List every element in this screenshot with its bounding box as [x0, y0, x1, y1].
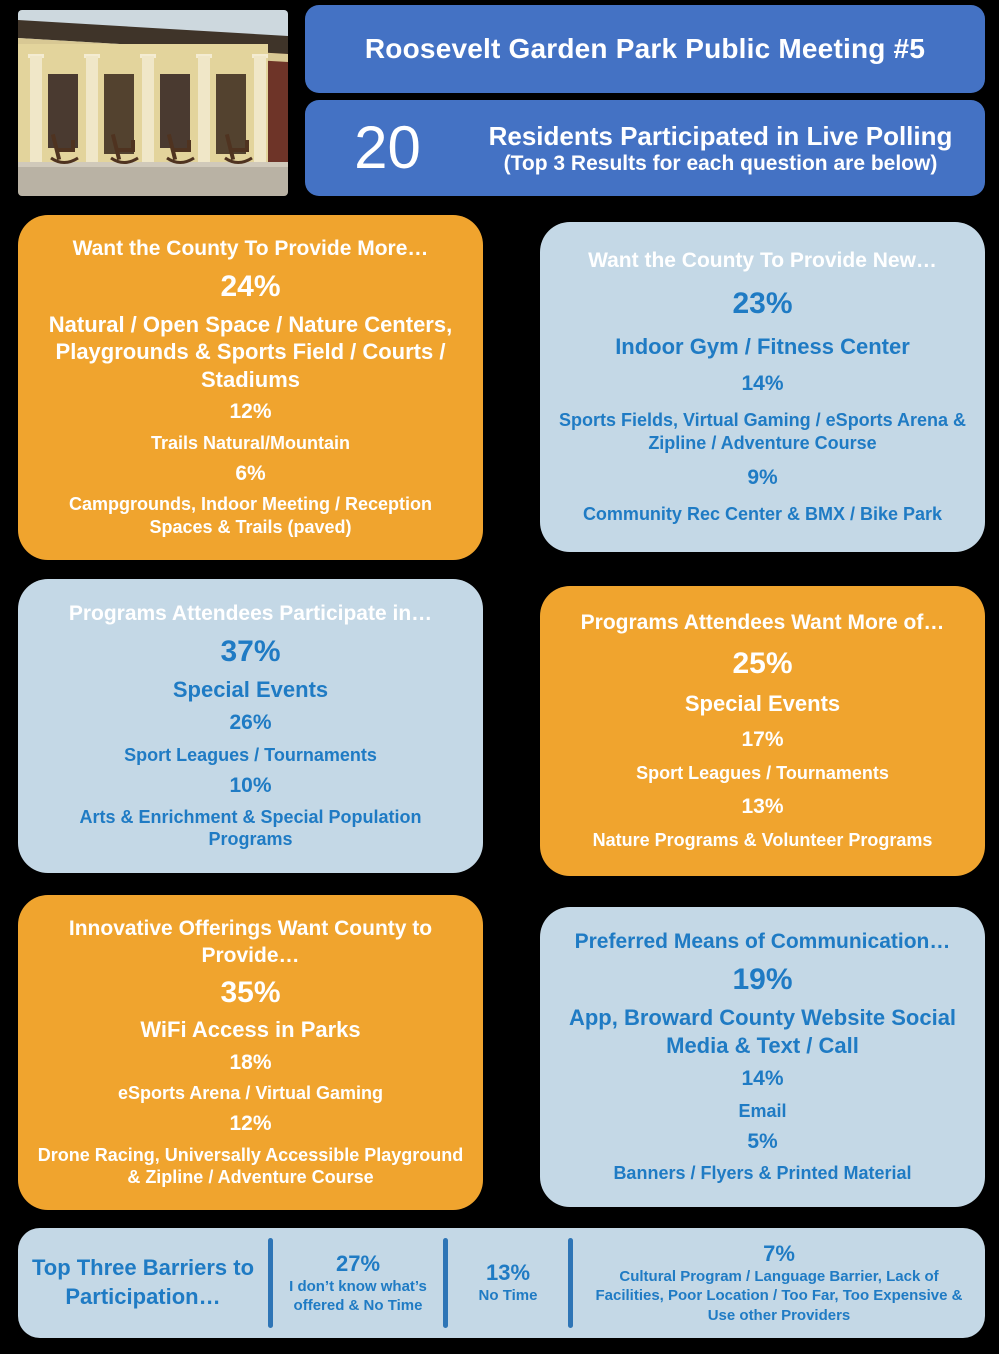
- card-programs-participate: Programs Attendees Participate in… 37% S…: [18, 579, 483, 873]
- second-answer: Email: [738, 1100, 787, 1121]
- top-answer: Special Events: [684, 690, 841, 716]
- third-answer: Banners / Flyers & Printed Material: [613, 1163, 912, 1184]
- card-title: Preferred Means of Communication…: [574, 930, 951, 954]
- participation-line2: (Top 3 Results for each question are bel…: [503, 151, 938, 175]
- card-preferred-communication: Preferred Means of Communication… 19% Ap…: [540, 907, 985, 1207]
- second-answer: Sport Leagues / Tournaments: [124, 744, 377, 765]
- top-answer: Indoor Gym / Fitness Center: [615, 333, 910, 359]
- barrier-item: 13% No Time: [448, 1260, 568, 1306]
- second-answer: Trails Natural/Mountain: [150, 433, 351, 453]
- divider: [268, 1238, 273, 1328]
- second-answer: Sport Leagues / Tournaments: [636, 763, 889, 784]
- third-percentage: 6%: [235, 461, 266, 485]
- park-photo: [18, 10, 288, 196]
- top-percentage: 23%: [732, 287, 793, 321]
- page-title: Roosevelt Garden Park Public Meeting #5: [364, 33, 926, 64]
- second-answer: eSports Arena / Virtual Gaming: [117, 1083, 384, 1104]
- barrier-item: 27% I don’t know what’s offered & No Tim…: [273, 1251, 443, 1316]
- top-percentage: 25%: [732, 646, 793, 680]
- divider: [568, 1238, 573, 1328]
- barrier-percentage: 13%: [485, 1260, 531, 1286]
- top-percentage: 35%: [220, 976, 281, 1010]
- second-answer: Sports Fields, Virtual Gaming / eSports …: [558, 410, 967, 453]
- poll-cards-grid: Want the County To Provide More… 24% Nat…: [18, 215, 985, 1210]
- top-answer: Special Events: [172, 677, 329, 703]
- top-percentage: 37%: [220, 635, 281, 669]
- top-percentage: 19%: [732, 963, 793, 997]
- third-answer: Arts & Enrichment & Special Population P…: [79, 806, 422, 850]
- barrier-percentage: 27%: [335, 1250, 381, 1276]
- third-percentage: 10%: [229, 773, 272, 797]
- divider: [443, 1238, 448, 1328]
- barriers-title: Top Three Barriers to Participation…: [31, 1255, 255, 1309]
- third-percentage: 5%: [747, 1130, 778, 1154]
- second-percentage: 18%: [229, 1051, 272, 1075]
- barrier-answer: I don’t know what’s offered & No Time: [289, 1277, 427, 1315]
- top-answer: WiFi Access in Parks: [140, 1017, 361, 1043]
- card-title: Want the County To Provide More…: [72, 237, 429, 261]
- participant-count: 20: [354, 114, 421, 181]
- title-banner: Roosevelt Garden Park Public Meeting #5: [305, 5, 985, 93]
- participation-banner: 20 Residents Participated in Live Pollin…: [305, 100, 985, 196]
- third-answer: Nature Programs & Volunteer Programs: [592, 830, 933, 851]
- card-provide-new: Want the County To Provide New… 23% Indo…: [540, 222, 985, 552]
- card-title: Programs Attendees Participate in…: [68, 601, 433, 625]
- participation-text: Residents Participated in Live Polling (…: [470, 121, 985, 176]
- second-percentage: 17%: [741, 727, 784, 751]
- card-programs-want-more: Programs Attendees Want More of… 25% Spe…: [540, 586, 985, 876]
- barrier-percentage: 7%: [763, 1240, 795, 1266]
- third-answer: Campgrounds, Indoor Meeting / Reception …: [68, 494, 432, 537]
- card-innovative-offerings: Innovative Offerings Want County to Prov…: [18, 895, 483, 1210]
- card-title: Innovative Offerings Want County to Prov…: [68, 917, 433, 967]
- participation-line1: Residents Participated in Live Polling: [488, 120, 953, 151]
- barrier-answer: No Time: [478, 1287, 538, 1305]
- third-answer: Drone Racing, Universally Accessible Pla…: [37, 1144, 464, 1188]
- card-provide-more: Want the County To Provide More… 24% Nat…: [18, 215, 483, 560]
- top-percentage: 24%: [220, 270, 281, 304]
- third-percentage: 9%: [747, 466, 778, 490]
- second-percentage: 12%: [229, 400, 272, 424]
- top-answer: Natural / Open Space / Nature Centers, P…: [48, 311, 453, 392]
- third-answer: Community Rec Center & BMX / Bike Park: [582, 503, 943, 524]
- barrier-item: 7% Cultural Program / Language Barrier, …: [573, 1241, 985, 1326]
- card-barriers: Top Three Barriers to Participation… 27%…: [18, 1228, 985, 1338]
- park-building-illustration: [18, 10, 288, 196]
- card-title: Want the County To Provide New…: [588, 249, 937, 273]
- card-title: Programs Attendees Want More of…: [580, 611, 945, 635]
- second-percentage: 14%: [741, 1067, 784, 1091]
- second-percentage: 14%: [741, 372, 784, 396]
- third-percentage: 13%: [741, 794, 784, 818]
- top-answer: App, Broward County Website Social Media…: [568, 1005, 957, 1058]
- second-percentage: 26%: [229, 711, 272, 735]
- barrier-answer: Cultural Program / Language Barrier, Lac…: [595, 1267, 963, 1324]
- third-percentage: 12%: [229, 1112, 272, 1136]
